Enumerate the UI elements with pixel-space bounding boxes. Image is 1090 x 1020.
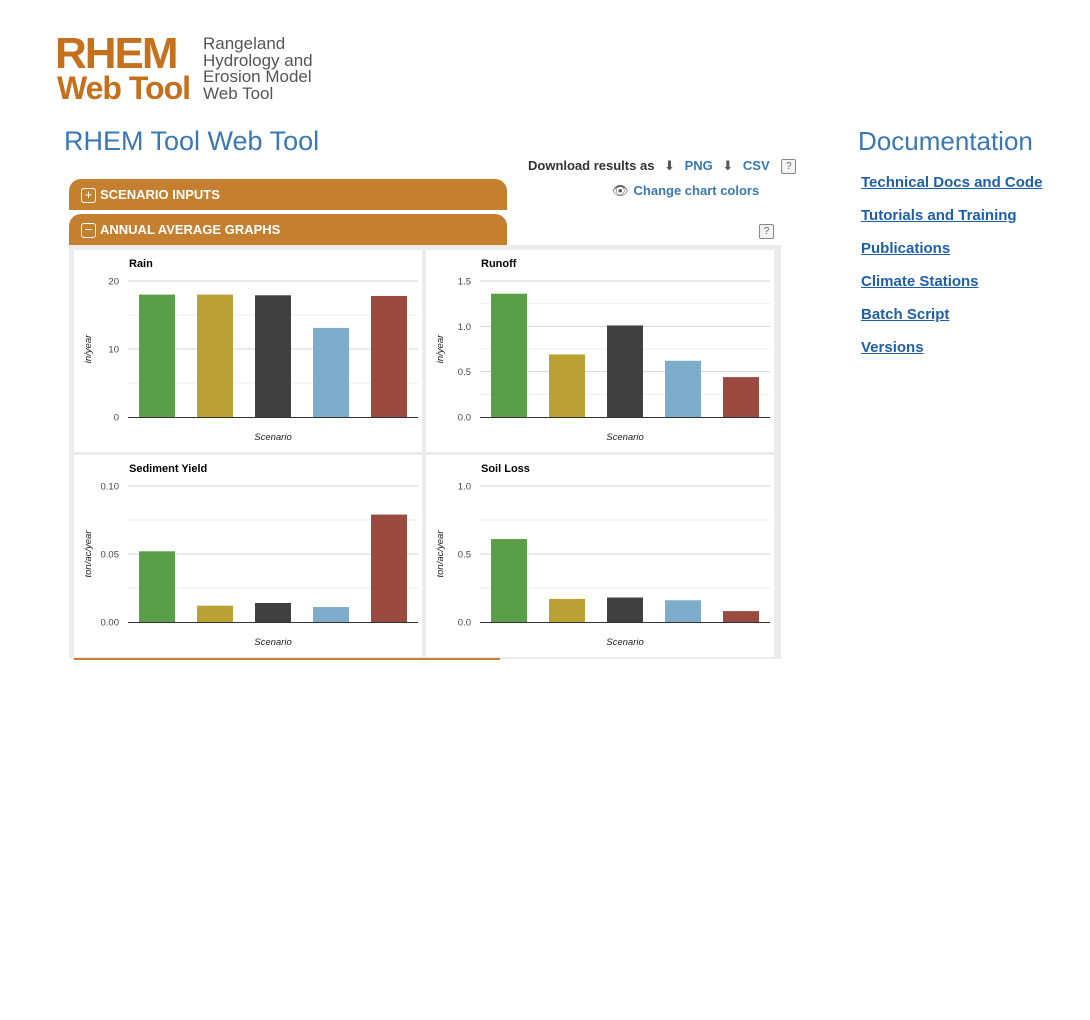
logo-line2: Web Tool [57, 70, 191, 106]
chart-title: Sediment Yield [129, 463, 207, 475]
chart-title: Rain [129, 258, 153, 270]
doc-link-technical-docs[interactable]: Technical Docs and Code [861, 174, 1043, 191]
chart-svg: Runoff 0.0 0.5 1.0 1.5 in/year Scenario [435, 258, 770, 443]
bar [371, 514, 407, 622]
logo-wordmark: RHEM Web Tool [55, 30, 195, 107]
x-axis-label: Scenario [254, 432, 292, 443]
x-axis-label: Scenario [254, 637, 292, 648]
download-csv-link[interactable]: CSV [742, 158, 770, 173]
bar [549, 598, 585, 622]
y-axis-label: ton/ac/year [435, 530, 446, 578]
download-icon: ⬇ [664, 158, 675, 173]
download-help-button[interactable]: ? [781, 159, 797, 175]
y-tick-label: 1.0 [458, 322, 471, 333]
logo-line1: RHEM [55, 29, 179, 78]
bar [371, 295, 407, 417]
logo-sub-line: Rangeland [203, 34, 286, 53]
rhem-logo: RHEM Web Tool Rangeland Hydrology and Er… [55, 30, 325, 107]
chart-runoff: Runoff 0.0 0.5 1.0 1.5 in/year Scenario [426, 250, 774, 452]
bar [723, 377, 759, 417]
y-tick-label: 0.10 [101, 482, 120, 493]
logo-sub-line: Erosion Model [203, 67, 312, 86]
bar [665, 600, 701, 622]
x-axis-label: Scenario [606, 432, 644, 443]
y-tick-label: 0.0 [458, 618, 471, 629]
doc-link-versions[interactable]: Versions [861, 339, 924, 356]
y-tick-label: 10 [108, 345, 119, 356]
chart-svg: Sediment Yield 0.00 0.05 0.10 ton/ac/year Sce… [83, 463, 418, 648]
y-tick-label: 20 [108, 277, 119, 288]
annual-average-graphs-header[interactable]: − ANNUAL AVERAGE GRAPHS [69, 214, 507, 245]
chart-soil-loss: Soil Loss 0.0 0.5 1.0 ton/ac/year Scenario [426, 455, 774, 657]
chart-title: Runoff [481, 258, 517, 270]
x-axis-label: Scenario [606, 637, 644, 648]
y-tick-label: 0.00 [101, 618, 120, 629]
bar [255, 295, 291, 417]
bar [313, 327, 349, 417]
y-tick-label: 0 [114, 413, 119, 424]
accordion-bottom-border [74, 658, 500, 660]
expand-icon: + [81, 188, 96, 204]
chart-svg: Rain 0 10 20 in/year Scenario [83, 258, 418, 443]
y-axis-label: ton/ac/year [83, 530, 94, 578]
chart-title: Soil Loss [481, 463, 530, 475]
y-axis-label: in/year [83, 334, 94, 363]
bar [607, 597, 643, 622]
y-tick-label: 0.05 [101, 550, 120, 561]
download-label: Download results as [528, 158, 655, 173]
bar [491, 293, 527, 417]
y-tick-label: 0.0 [458, 413, 471, 424]
page-title: RHEM Tool Web Tool [64, 126, 320, 156]
y-tick-label: 1.0 [458, 482, 471, 493]
y-axis-label: in/year [435, 334, 446, 363]
bar [313, 607, 349, 622]
annual-graphs-label: ANNUAL AVERAGE GRAPHS [100, 222, 281, 237]
bar [255, 602, 291, 622]
doc-link-climate-stations[interactable]: Climate Stations [861, 273, 979, 290]
download-bar: Download results as ⬇ PNG ⬇ CSV ? [528, 158, 797, 175]
eye-icon: 👁 [612, 183, 629, 198]
bar [607, 325, 643, 417]
bar [723, 611, 759, 622]
change-chart-colors[interactable]: 👁 Change chart colors [612, 183, 759, 199]
bar [549, 354, 585, 417]
logo-sub-line: Hydrology and [203, 50, 313, 70]
doc-link-tutorials[interactable]: Tutorials and Training [861, 207, 1017, 224]
download-png-link[interactable]: PNG [684, 158, 713, 173]
graphs-panel: Rain 0 10 20 in/year Scenario Runoff 0.0 0.5 1.0… [69, 245, 781, 659]
change-colors-link[interactable]: Change chart colors [633, 183, 760, 198]
bar [197, 294, 233, 417]
chart-rain: Rain 0 10 20 in/year Scenario [74, 250, 422, 452]
bar [197, 605, 233, 622]
doc-link-batch-script[interactable]: Batch Script [861, 306, 950, 323]
bar [665, 360, 701, 417]
scenario-inputs-header[interactable]: + SCENARIO INPUTS [69, 179, 507, 210]
logo-sub-line: Web Tool [203, 83, 274, 103]
y-tick-label: 1.5 [458, 277, 471, 288]
download-icon: ⬇ [722, 158, 734, 173]
bar [139, 551, 175, 622]
chart-svg: Soil Loss 0.0 0.5 1.0 ton/ac/year Scenario [435, 463, 770, 648]
y-tick-label: 0.5 [458, 550, 471, 561]
logo-subtitle: Rangeland Hydrology and Erosion Model We… [203, 34, 333, 103]
bar [139, 294, 175, 417]
documentation-links: Technical Docs and Code Tutorials and Tr… [861, 172, 1042, 370]
scenario-inputs-label: SCENARIO INPUTS [100, 187, 220, 202]
chart-sediment-yield: Sediment Yield 0.00 0.05 0.10 ton/ac/year Sce… [74, 455, 422, 657]
collapse-icon: − [81, 223, 96, 239]
y-tick-label: 0.5 [458, 367, 471, 378]
documentation-title: Documentation [858, 126, 1033, 156]
graphs-help-button[interactable]: ? [759, 224, 774, 239]
bar [491, 539, 527, 622]
doc-link-publications[interactable]: Publications [861, 240, 951, 257]
